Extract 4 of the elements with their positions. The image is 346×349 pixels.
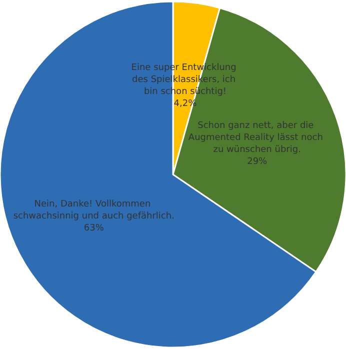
data-label: 63% [84,223,104,234]
data-label: 29% [247,156,268,167]
slice-label: Nein, Danke! Vollkommen schwachsinnig und auch gefährlich. [13,199,174,222]
slice-label: Schon ganz nett, aber die Augmented Reality lässt noch zu wünschen übrig. [188,120,326,155]
